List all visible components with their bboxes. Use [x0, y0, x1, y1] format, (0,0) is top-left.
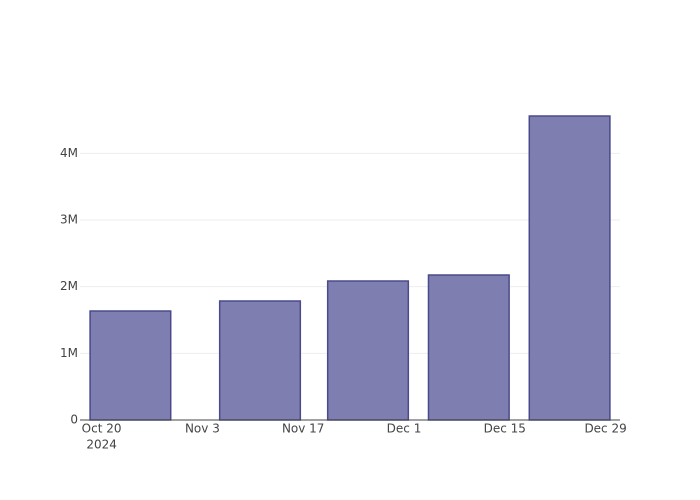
x-tick-label: Oct 20 — [82, 422, 122, 436]
bar — [326, 280, 410, 421]
bar — [528, 115, 611, 421]
x-tick-label: Dec 1 — [387, 422, 422, 436]
y-tick-label: 4M — [60, 146, 78, 160]
y-tick-label: 0 — [70, 413, 78, 427]
y-tick-label: 1M — [60, 346, 78, 360]
x-tick-label: Nov 17 — [282, 422, 325, 436]
bar — [89, 310, 172, 421]
bar — [427, 274, 510, 421]
y-tick-label: 2M — [60, 279, 78, 293]
bar — [218, 300, 302, 421]
x-year-label: 2024 — [86, 438, 117, 452]
x-tick-label: Nov 3 — [185, 422, 220, 436]
x-tick-label: Dec 15 — [484, 422, 526, 436]
x-tick-label: Dec 29 — [584, 422, 626, 436]
y-tick-label: 3M — [60, 213, 78, 227]
